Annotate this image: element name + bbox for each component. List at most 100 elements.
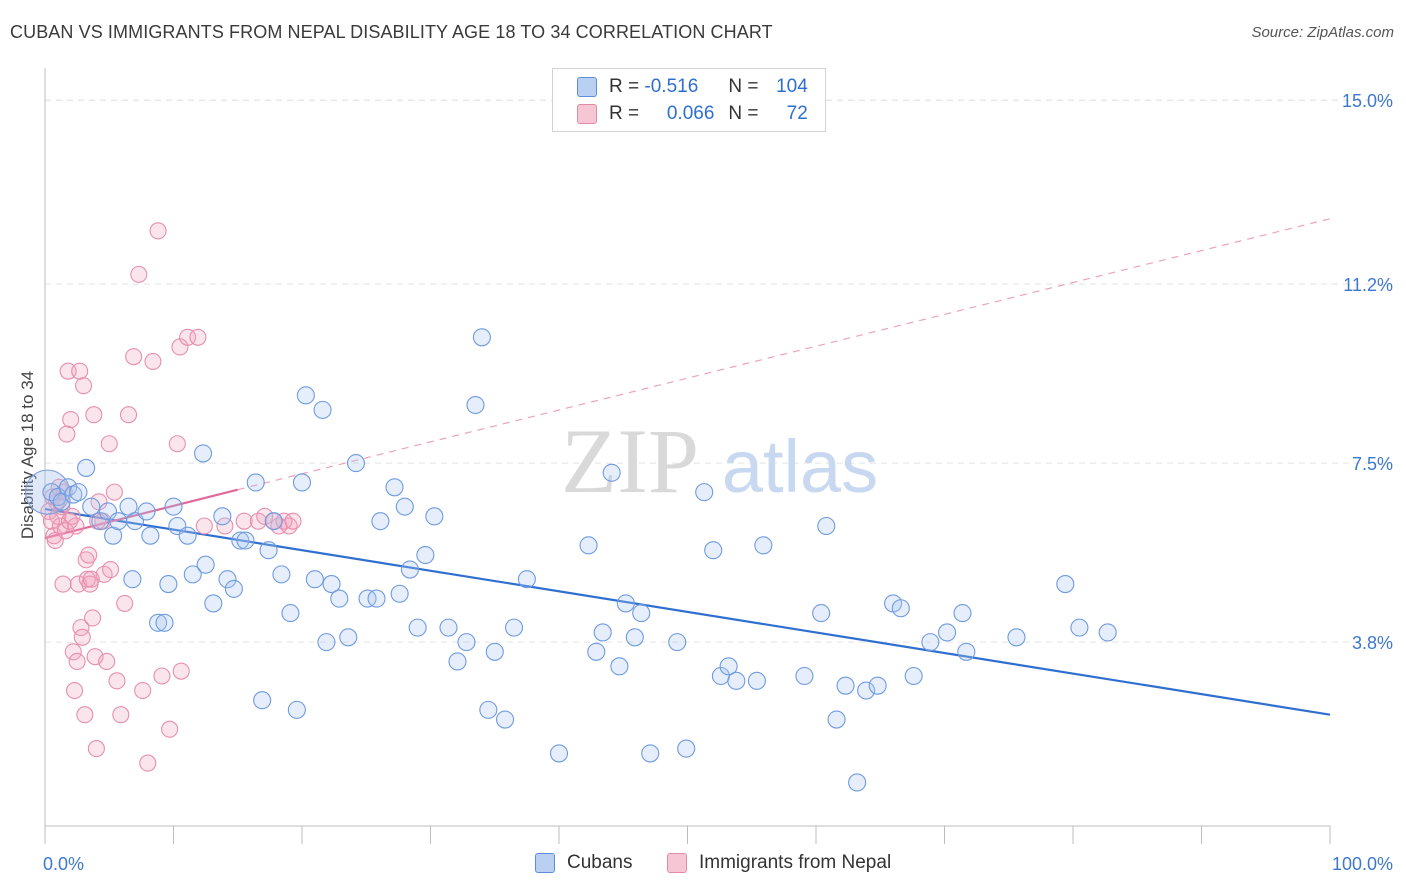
- cuban-point: [891, 599, 910, 618]
- cuban-point: [549, 744, 569, 763]
- n-label: N =: [728, 103, 759, 124]
- cuban-point: [754, 536, 773, 555]
- n-label: N =: [728, 76, 759, 97]
- watermark-zip: ZIP: [561, 410, 699, 512]
- cuban-point: [305, 570, 324, 589]
- cuban-point: [104, 526, 123, 545]
- nepal-point: [134, 681, 152, 700]
- cuban-point: [1098, 623, 1117, 642]
- cuban-point: [125, 512, 144, 531]
- y-tick-label: 15.0%: [1342, 91, 1393, 111]
- nepal-point: [54, 575, 72, 593]
- cuban-point: [313, 400, 332, 419]
- nepal-point: [161, 720, 179, 738]
- cubans-r-value: -0.516: [644, 76, 699, 97]
- nepal-point: [69, 575, 87, 593]
- cuban-point: [812, 604, 831, 623]
- cuban-point: [371, 512, 390, 531]
- nepal-point: [51, 517, 69, 535]
- nepal-point: [87, 740, 105, 758]
- cubans-legend-label: Cubans: [567, 852, 633, 873]
- nepal-swatch: [577, 104, 597, 124]
- nepal-point: [98, 652, 116, 671]
- nepal-point: [76, 706, 94, 724]
- nepal-point: [83, 609, 102, 627]
- nepal-point: [112, 706, 130, 724]
- cuban-point: [439, 618, 458, 637]
- cuban-point: [236, 531, 255, 550]
- cuban-point: [677, 739, 696, 758]
- cuban-point: [593, 623, 612, 642]
- nepal-points: [40, 222, 302, 772]
- nepal-point: [119, 406, 138, 424]
- legend-item-nepal: Immigrants from Nepal: [667, 852, 891, 874]
- cuban-point: [719, 657, 738, 676]
- cuban-point: [322, 575, 341, 594]
- cuban-point: [747, 671, 766, 690]
- cuban-point: [367, 589, 386, 608]
- cuban-point: [868, 676, 887, 695]
- legend-item-cubans: Cubans: [535, 852, 633, 874]
- legend-row-nepal: R = 0.066 N = 72: [577, 101, 808, 127]
- cuban-point: [141, 526, 160, 545]
- nepal-point: [284, 512, 302, 530]
- cuban-point: [204, 594, 223, 613]
- cuban-point: [957, 642, 976, 661]
- nepal-point: [168, 435, 186, 453]
- cuban-point: [231, 531, 250, 550]
- cuban-point: [938, 623, 957, 642]
- cuban-point: [727, 671, 746, 690]
- nepal-point: [116, 594, 134, 612]
- cuban-point: [281, 604, 300, 623]
- nepal-point: [64, 643, 82, 661]
- cuban-point: [137, 502, 156, 521]
- cuban-point: [625, 628, 644, 647]
- chart-source: Source: ZipAtlas.com: [1251, 24, 1394, 41]
- legend-row-cubans: R = -0.516 N = 104: [577, 74, 808, 100]
- cuban-point: [196, 555, 215, 574]
- cuban-point: [259, 541, 278, 560]
- cuban-point: [457, 633, 476, 652]
- cubans-swatch: [577, 77, 597, 97]
- cuban-point: [479, 700, 498, 719]
- y-tick-label: 7.5%: [1352, 454, 1393, 474]
- cuban-point: [346, 454, 366, 473]
- nepal-point: [57, 522, 75, 540]
- nepal-legend-swatch: [667, 853, 687, 873]
- cuban-point: [91, 512, 110, 531]
- nepal-point: [100, 435, 118, 453]
- nepal-point: [149, 222, 167, 240]
- cuban-point: [183, 565, 202, 584]
- cuban-point: [632, 604, 651, 623]
- nepal-r-value: 0.066: [666, 103, 715, 124]
- cuban-point: [579, 536, 598, 555]
- y-tick-label: 3.8%: [1352, 633, 1393, 653]
- cuban-point: [155, 613, 174, 632]
- nepal-point: [58, 425, 76, 443]
- cuban-point: [264, 512, 283, 531]
- cubans-n-value: 104: [776, 76, 808, 97]
- nepal-point: [82, 570, 100, 588]
- cuban-point: [953, 604, 972, 623]
- cuban-point: [610, 657, 629, 676]
- cuban-point: [1007, 628, 1026, 647]
- cuban-point: [400, 560, 419, 579]
- cuban-point: [472, 328, 491, 347]
- cuban-point: [904, 666, 923, 686]
- series-legend: Cubans Immigrants from Nepal: [0, 852, 1406, 878]
- cuban-point: [194, 444, 213, 463]
- x-tick-label-min: 0.0%: [43, 854, 84, 874]
- cuban-point: [253, 691, 272, 710]
- cuban-point: [213, 507, 232, 526]
- nepal-point: [59, 362, 77, 380]
- cuban-point: [795, 666, 814, 686]
- nepal-point: [62, 410, 80, 429]
- cuban-point: [857, 681, 876, 700]
- cubans-legend-swatch: [535, 853, 555, 873]
- cuban-point: [218, 570, 237, 589]
- nepal-point: [275, 512, 293, 530]
- cuban-point: [704, 541, 723, 560]
- cuban-point: [287, 700, 306, 719]
- cuban-point: [616, 594, 635, 613]
